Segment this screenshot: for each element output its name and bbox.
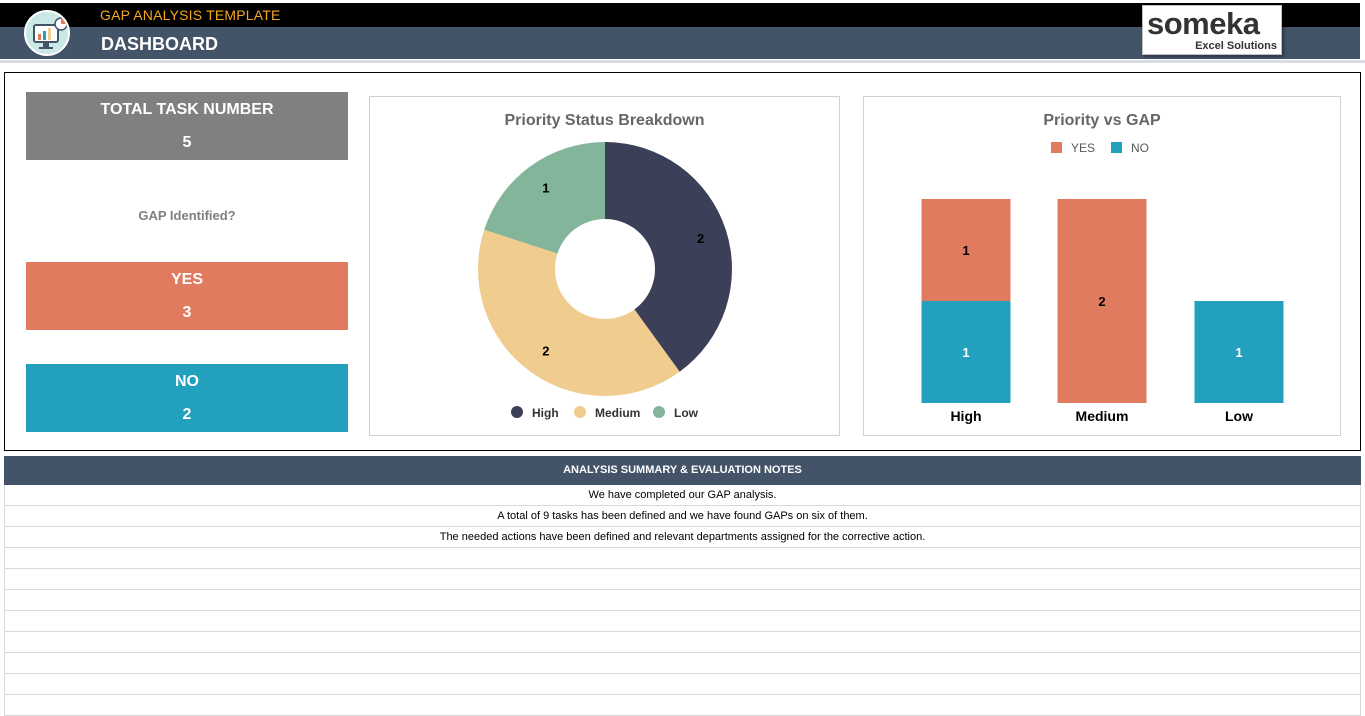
priority-status-chart[interactable]: Priority Status Breakdown 2 2 1 High Medium L…: [369, 96, 840, 436]
legend-marker-no: [1111, 142, 1122, 153]
gap-no-card: NO 2: [26, 364, 348, 432]
summary-note-row[interactable]: A total of 9 tasks has been defined and …: [4, 506, 1361, 527]
donut-data-label: 1: [542, 181, 549, 196]
summary-note-row[interactable]: [4, 653, 1361, 674]
bar-data-label: 1: [1235, 345, 1242, 360]
summary-note-row[interactable]: [4, 590, 1361, 611]
summary-title: ANALYSIS SUMMARY & EVALUATION NOTES: [4, 456, 1361, 485]
summary-note-row[interactable]: We have completed our GAP analysis.: [4, 485, 1361, 506]
header-divider: [0, 60, 1365, 63]
gap-yes-label: YES: [170, 271, 203, 288]
brand-tagline: Excel Solutions: [1195, 40, 1277, 52]
brand-logo[interactable]: someka Excel Solutions: [1142, 5, 1282, 55]
donut-slice-high[interactable]: [605, 142, 732, 372]
summary-note-row[interactable]: [4, 632, 1361, 653]
summary-note-row[interactable]: [4, 695, 1361, 716]
legend-label-medium: Medium: [595, 406, 640, 420]
legend-marker-yes: [1051, 142, 1062, 153]
bar-data-label: 2: [1098, 294, 1105, 309]
bar-medium-yes[interactable]: [1057, 199, 1147, 403]
bar-low-no[interactable]: [1194, 301, 1284, 403]
bar-chart-title: Priority vs GAP: [1043, 112, 1161, 129]
summary-note-row[interactable]: [4, 548, 1361, 569]
donut-data-label: 2: [697, 231, 704, 246]
summary-section: ANALYSIS SUMMARY & EVALUATION NOTES We h…: [4, 456, 1361, 716]
header-top-bar: [0, 3, 1360, 27]
dashboard-logo-icon: [24, 10, 70, 56]
template-title: GAP ANALYSIS TEMPLATE: [100, 7, 281, 23]
gap-no-value: 2: [182, 406, 192, 423]
bar-data-label: 1: [962, 345, 969, 360]
page-title: DASHBOARD: [101, 34, 218, 54]
gap-yes-card: YES 3: [26, 262, 348, 330]
legend-marker-low: [653, 406, 665, 418]
summary-note-row[interactable]: [4, 569, 1361, 590]
bar-chart-canvas: 1 1 High 2 Medium 1 Low YES NO: [921, 141, 1284, 424]
dashboard-panel: TOTAL TASK NUMBER 5 GAP Identified? YES …: [4, 72, 1361, 451]
gap-yes-value: 3: [182, 304, 192, 321]
x-tick-label-medium: Medium: [1076, 408, 1129, 424]
x-tick-label-low: Low: [1225, 408, 1253, 424]
gap-identified-label: GAP Identified?: [138, 208, 236, 223]
header-title-bar: [0, 27, 1360, 59]
total-task-label: TOTAL TASK NUMBER: [100, 101, 274, 118]
summary-note-row[interactable]: The needed actions have been defined and…: [4, 527, 1361, 548]
summary-note-row[interactable]: [4, 674, 1361, 695]
app-header: GAP ANALYSIS TEMPLATE DASHBOARD someka E…: [0, 0, 1365, 63]
legend-marker-high: [511, 406, 523, 418]
legend-label-high: High: [532, 406, 559, 420]
donut-data-label: 2: [542, 343, 549, 358]
donut-chart-canvas: 2 2 1 High Medium Low: [478, 142, 732, 420]
legend-label-low: Low: [674, 406, 699, 420]
bar-high-no[interactable]: [921, 301, 1011, 403]
bar-data-label: 1: [962, 243, 969, 258]
x-tick-label-high: High: [950, 408, 981, 424]
legend-marker-medium: [574, 406, 586, 418]
gap-no-label: NO: [175, 373, 199, 390]
legend-label-yes: YES: [1071, 141, 1095, 155]
summary-note-row[interactable]: [4, 611, 1361, 632]
total-task-value: 5: [182, 134, 192, 151]
donut-slice-low[interactable]: [484, 142, 605, 254]
priority-vs-gap-chart[interactable]: Priority vs GAP 1 1 High 2 Medium 1 Low YES NO: [863, 96, 1341, 436]
donut-chart-title: Priority Status Breakdown: [504, 112, 705, 129]
legend-label-no: NO: [1131, 141, 1149, 155]
donut-slice-medium[interactable]: [478, 229, 680, 396]
brand-name: someka: [1147, 6, 1260, 41]
total-task-card: TOTAL TASK NUMBER 5: [26, 92, 348, 160]
bar-high-yes[interactable]: [921, 199, 1011, 301]
